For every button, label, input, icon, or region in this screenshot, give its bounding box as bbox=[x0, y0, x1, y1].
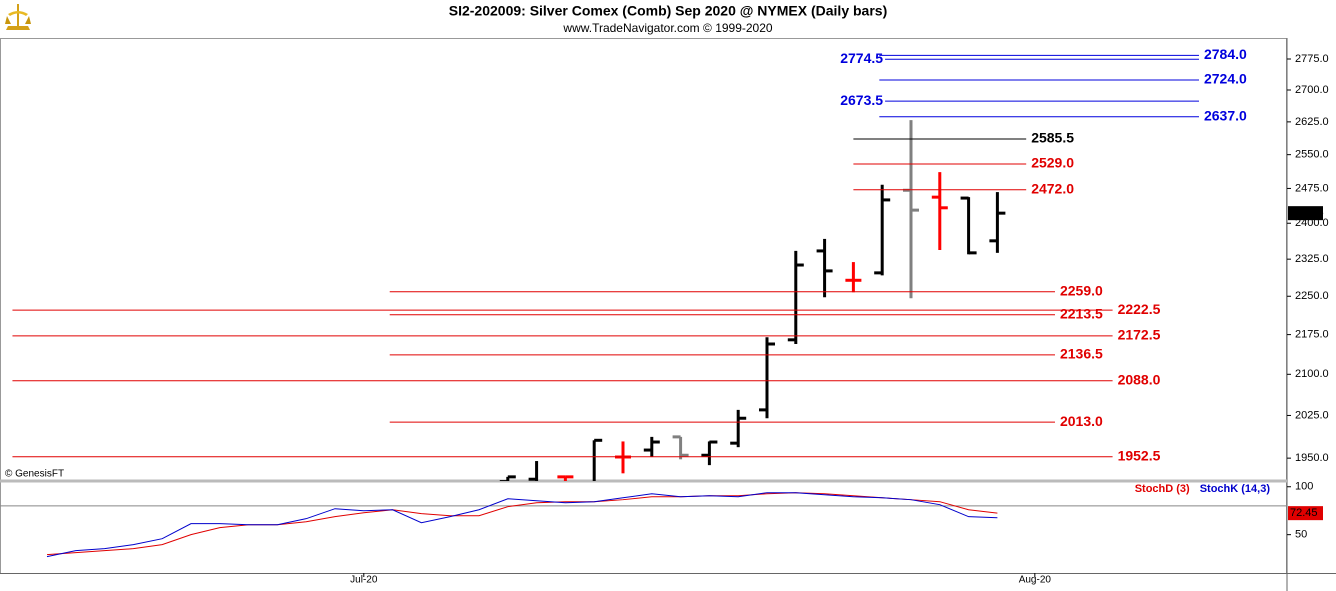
level-label: 2529.0 bbox=[1031, 155, 1074, 171]
level-label: 2673.5 bbox=[840, 92, 883, 108]
y-tick-label: 2100.0 bbox=[1295, 368, 1329, 380]
level-label: 2136.5 bbox=[1060, 346, 1103, 362]
legend-entry: StochD (3) bbox=[1135, 483, 1190, 495]
level-label: 2222.5 bbox=[1118, 301, 1161, 317]
level-label: 2724.0 bbox=[1204, 71, 1247, 87]
plot-area bbox=[0, 492, 1287, 558]
level-label: 2213.5 bbox=[1060, 305, 1103, 321]
stoch-line bbox=[46, 492, 998, 556]
last-value-box bbox=[1288, 506, 1323, 521]
y-tick-label: 2775.0 bbox=[1295, 53, 1329, 65]
last-value-label: 72.45 bbox=[1290, 507, 1318, 519]
level-label: 2774.5 bbox=[840, 50, 883, 66]
level-label: 2013.0 bbox=[1060, 413, 1103, 429]
x-tick-label: Jul-20 bbox=[350, 575, 378, 586]
y-tick-label: 2475.0 bbox=[1295, 182, 1329, 194]
watermark: © GenesisFT bbox=[5, 469, 64, 480]
level-label: 2637.0 bbox=[1204, 107, 1247, 123]
level-label: 1952.5 bbox=[1118, 447, 1161, 463]
level-label: 2259.0 bbox=[1060, 282, 1103, 298]
chart-title: SI2-202009: Silver Comex (Comb) Sep 2020… bbox=[449, 3, 887, 19]
y-tick-label: 2625.0 bbox=[1295, 116, 1329, 128]
y-tick-label: 2250.0 bbox=[1295, 290, 1329, 302]
level-label: 2472.0 bbox=[1031, 181, 1074, 197]
stoch-line bbox=[46, 492, 998, 558]
level-label: 2172.5 bbox=[1118, 327, 1161, 343]
y-tick-label: 2025.0 bbox=[1295, 409, 1329, 421]
plot-area bbox=[499, 120, 1006, 481]
y-tick-label: 100 bbox=[1295, 481, 1313, 493]
legend-entry: StochK (14,3) bbox=[1200, 483, 1271, 495]
x-tick-label: Aug-20 bbox=[1019, 575, 1052, 586]
level-label: 2784.0 bbox=[1204, 46, 1247, 62]
level-label: 2088.0 bbox=[1118, 371, 1161, 387]
y-tick-label: 2700.0 bbox=[1295, 84, 1329, 96]
y-tick-label: 2175.0 bbox=[1295, 329, 1329, 341]
y-tick-label: 2325.0 bbox=[1295, 253, 1329, 265]
logo bbox=[5, 4, 31, 30]
level-label: 2585.5 bbox=[1031, 130, 1074, 146]
last-price-label: 2421.5 bbox=[1290, 207, 1324, 219]
y-tick-label: 50 bbox=[1295, 529, 1307, 541]
y-tick-label: 1950.0 bbox=[1295, 452, 1329, 464]
chart-subtitle: www.TradeNavigator.com © 1999-2020 bbox=[562, 21, 772, 35]
y-tick-label: 2550.0 bbox=[1295, 149, 1329, 161]
last-price-box bbox=[1288, 206, 1323, 221]
